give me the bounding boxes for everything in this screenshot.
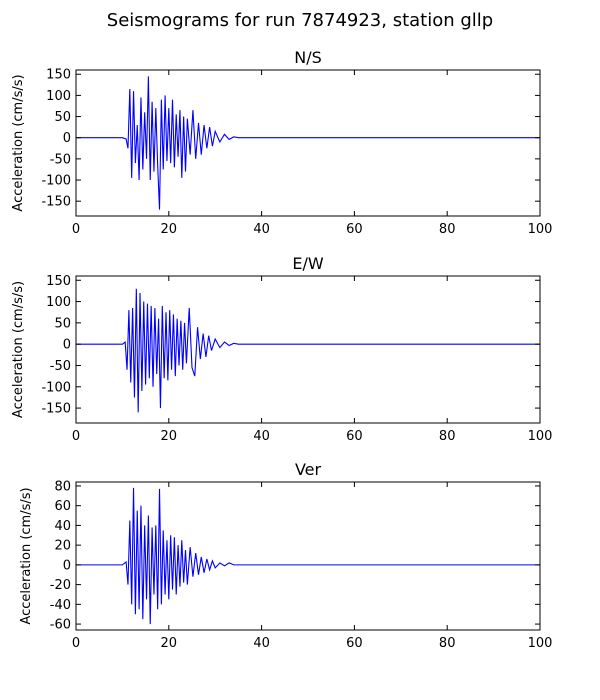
- y-tick-label: -100: [41, 380, 71, 395]
- x-tick-label: 20: [161, 222, 178, 237]
- x-tick-label: 100: [528, 429, 553, 444]
- figure-title: Seismograms for run 7874923, station gll…: [106, 10, 494, 31]
- x-tick-label: 60: [346, 222, 363, 237]
- y-axis-label: Acceleration (cm/s/s): [11, 281, 26, 418]
- y-tick-label: 20: [54, 539, 71, 554]
- x-tick-label: 100: [528, 222, 553, 237]
- chart-panel-3: 0 20 40 60 80 100 80 60 40 20 0 -20 -40 -60 Ver Acceler…: [19, 460, 552, 651]
- x-tick-label: 80: [439, 429, 456, 444]
- y-tick-label: 0: [63, 558, 71, 573]
- x-tick-label: 0: [72, 222, 80, 237]
- x-tick-label: 0: [72, 429, 80, 444]
- panel-title: E/W: [292, 254, 324, 273]
- y-tick-label: -20: [50, 578, 71, 593]
- y-tick-label: 60: [54, 499, 71, 514]
- y-tick-label: -150: [41, 195, 71, 210]
- series-line: [76, 76, 540, 210]
- y-tick-label: 80: [54, 479, 71, 494]
- y-tick-label: 150: [46, 274, 71, 289]
- y-tick-label: -40: [50, 598, 71, 613]
- y-tick-label: 50: [54, 316, 71, 331]
- chart-panel-2: 0 20 40 60 80 100 150 100 50 0 -50 -100 -150 E/W Accel…: [11, 254, 552, 444]
- x-tick-label: 20: [161, 429, 178, 444]
- y-tick-label: 100: [46, 89, 71, 104]
- axes-frame: [75, 275, 541, 424]
- x-tick-label: 40: [253, 429, 270, 444]
- y-tick-label: 100: [46, 295, 71, 310]
- x-tick-label: 80: [439, 222, 456, 237]
- y-tick-label: -100: [41, 174, 71, 189]
- y-tick-label: -50: [50, 359, 71, 374]
- series-line: [76, 487, 540, 625]
- y-tick-label: 40: [54, 519, 71, 534]
- y-tick-label: 0: [63, 131, 71, 146]
- chart-panel-1: 0 20 40 60 80 100 150 100 50 0 -50 -100 -150 N/S Accel…: [11, 48, 552, 237]
- x-tick-label: 40: [253, 222, 270, 237]
- x-tick-label: 100: [528, 636, 553, 651]
- y-tick-label: -150: [41, 402, 71, 417]
- y-axis-label: Acceleration (cm/s/s): [11, 74, 26, 211]
- x-tick-label: 40: [253, 636, 270, 651]
- x-tick-label: 60: [346, 429, 363, 444]
- x-tick-label: 20: [161, 636, 178, 651]
- x-tick-label: 0: [72, 636, 80, 651]
- y-tick-label: 150: [46, 68, 71, 83]
- axes-frame: [75, 481, 541, 631]
- x-tick-label: 80: [439, 636, 456, 651]
- x-tick-label: 60: [346, 636, 363, 651]
- y-tick-label: 0: [63, 338, 71, 353]
- panel-title: Ver: [295, 460, 322, 479]
- y-tick-label: -50: [50, 152, 71, 167]
- panel-title: N/S: [294, 48, 322, 67]
- y-tick-label: 50: [54, 110, 71, 125]
- axes-frame: [75, 69, 541, 217]
- y-axis-label: Acceleration (cm/s/s): [19, 487, 34, 624]
- y-tick-label: -60: [50, 618, 71, 633]
- series-line: [76, 288, 540, 413]
